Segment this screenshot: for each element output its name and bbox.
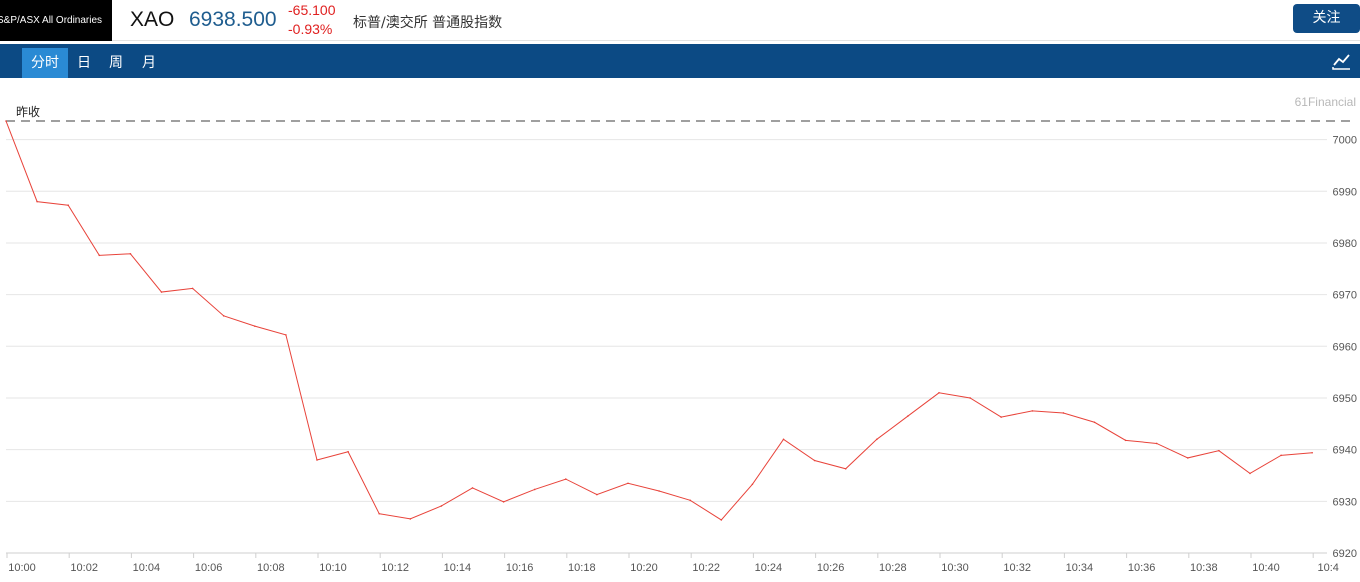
x-tick-label: 10:26 <box>817 562 845 574</box>
price-point <box>471 487 474 489</box>
price-point <box>129 253 132 255</box>
y-tick-label: 7000 <box>1333 135 1357 147</box>
price-point <box>907 415 909 417</box>
ticker-symbol: XAO <box>130 8 175 31</box>
price-point <box>347 450 349 453</box>
price-point <box>254 325 256 327</box>
price-point <box>658 490 660 492</box>
y-tick-label: 6970 <box>1333 290 1357 302</box>
price-point <box>1218 449 1220 452</box>
y-tick-label: 6990 <box>1333 186 1357 198</box>
x-tick-label: 10:40 <box>1252 562 1280 574</box>
x-tick-label: 10:12 <box>381 562 409 574</box>
period-tab-bar: 分时 日 周 月 <box>0 44 1360 78</box>
price-point <box>627 482 629 485</box>
tab-daily[interactable]: 日 <box>77 55 91 71</box>
tab-intraday[interactable]: 分时 <box>22 48 68 78</box>
price-point <box>1280 454 1282 457</box>
price-point <box>285 334 287 336</box>
price-series-line <box>5 120 1313 521</box>
price-point <box>5 120 7 122</box>
price-point <box>876 438 878 441</box>
price-point <box>409 518 412 520</box>
x-tick-label: 10:14 <box>444 562 472 574</box>
watermark-text: 61Financial <box>1295 95 1356 109</box>
x-tick-label: 10:06 <box>195 562 223 574</box>
price-point <box>191 287 194 290</box>
price-point <box>98 254 101 257</box>
index-logo: S&P/ASX All Ordinaries <box>0 0 112 41</box>
y-tick-label: 6980 <box>1333 238 1357 250</box>
price-point <box>1062 412 1065 414</box>
x-tick-label: 10:10 <box>319 562 347 574</box>
tab-weekly[interactable]: 周 <box>109 55 123 71</box>
x-tick-label: 10:32 <box>1003 562 1031 574</box>
x-tick-label: 10:4 <box>1317 562 1338 574</box>
price-point <box>440 505 443 507</box>
price-change-percent: -0.93% <box>288 21 333 37</box>
price-point <box>969 397 971 399</box>
price-point <box>844 467 847 470</box>
price-point <box>813 459 816 462</box>
price-point <box>1000 416 1002 418</box>
price-point <box>689 499 691 502</box>
price-point <box>1311 451 1313 454</box>
x-tick-label: 10:02 <box>70 562 98 574</box>
last-price: 6938.500 <box>189 8 277 31</box>
price-point <box>751 483 754 486</box>
x-tick-label: 10:36 <box>1128 562 1156 574</box>
x-tick-label: 10:20 <box>630 562 658 574</box>
quote-header: S&P/ASX All Ordinaries XAO 6938.500 -65.… <box>0 0 1360 41</box>
price-point <box>1031 410 1034 412</box>
price-point <box>378 512 381 515</box>
price-point <box>160 291 163 293</box>
price-point <box>1093 421 1096 424</box>
intraday-chart: 61Financial 昨收 6920 6930 6940 6950 6960 6970 6… <box>5 95 1357 574</box>
y-tick-label: 6950 <box>1333 393 1357 405</box>
y-tick-label: 6940 <box>1333 445 1357 457</box>
tab-monthly[interactable]: 月 <box>142 55 156 71</box>
price-point <box>938 392 940 394</box>
price-point <box>782 438 785 441</box>
price-point <box>533 488 536 491</box>
x-tick-label: 10:22 <box>692 562 720 574</box>
x-tick-label: 10:38 <box>1190 562 1218 574</box>
price-point <box>720 519 723 521</box>
follow-button[interactable]: 关注 <box>1293 4 1360 33</box>
y-tick-label: 6920 <box>1333 548 1357 560</box>
price-point <box>1187 457 1189 459</box>
x-tick-label: 10:18 <box>568 562 596 574</box>
y-tick-label: 6960 <box>1333 341 1357 353</box>
x-tick-label: 10:16 <box>506 562 534 574</box>
index-name: 标普/澳交所 普通股指数 <box>353 15 503 31</box>
x-tick-label: 10:24 <box>755 562 783 574</box>
price-point <box>1249 472 1251 475</box>
line-chart-icon[interactable] <box>1326 47 1356 75</box>
price-point <box>502 501 505 503</box>
price-point <box>316 459 318 461</box>
price-point <box>1155 442 1158 445</box>
price-point <box>1124 439 1127 442</box>
price-point <box>565 478 567 480</box>
price-point <box>222 315 225 317</box>
x-tick-label: 10:30 <box>941 562 969 574</box>
price-point <box>36 200 38 203</box>
y-tick-label: 6930 <box>1333 496 1357 508</box>
x-tick-label: 10:28 <box>879 562 907 574</box>
x-tick-label: 10:34 <box>1066 562 1094 574</box>
x-tick-label: 10:08 <box>257 562 285 574</box>
price-change: -65.100 <box>288 2 336 18</box>
x-tick-label: 10:00 <box>8 562 36 574</box>
x-tick-label: 10:04 <box>133 562 161 574</box>
prev-close-label: 昨收 <box>16 105 40 119</box>
price-point <box>596 493 598 496</box>
price-point <box>67 204 69 207</box>
